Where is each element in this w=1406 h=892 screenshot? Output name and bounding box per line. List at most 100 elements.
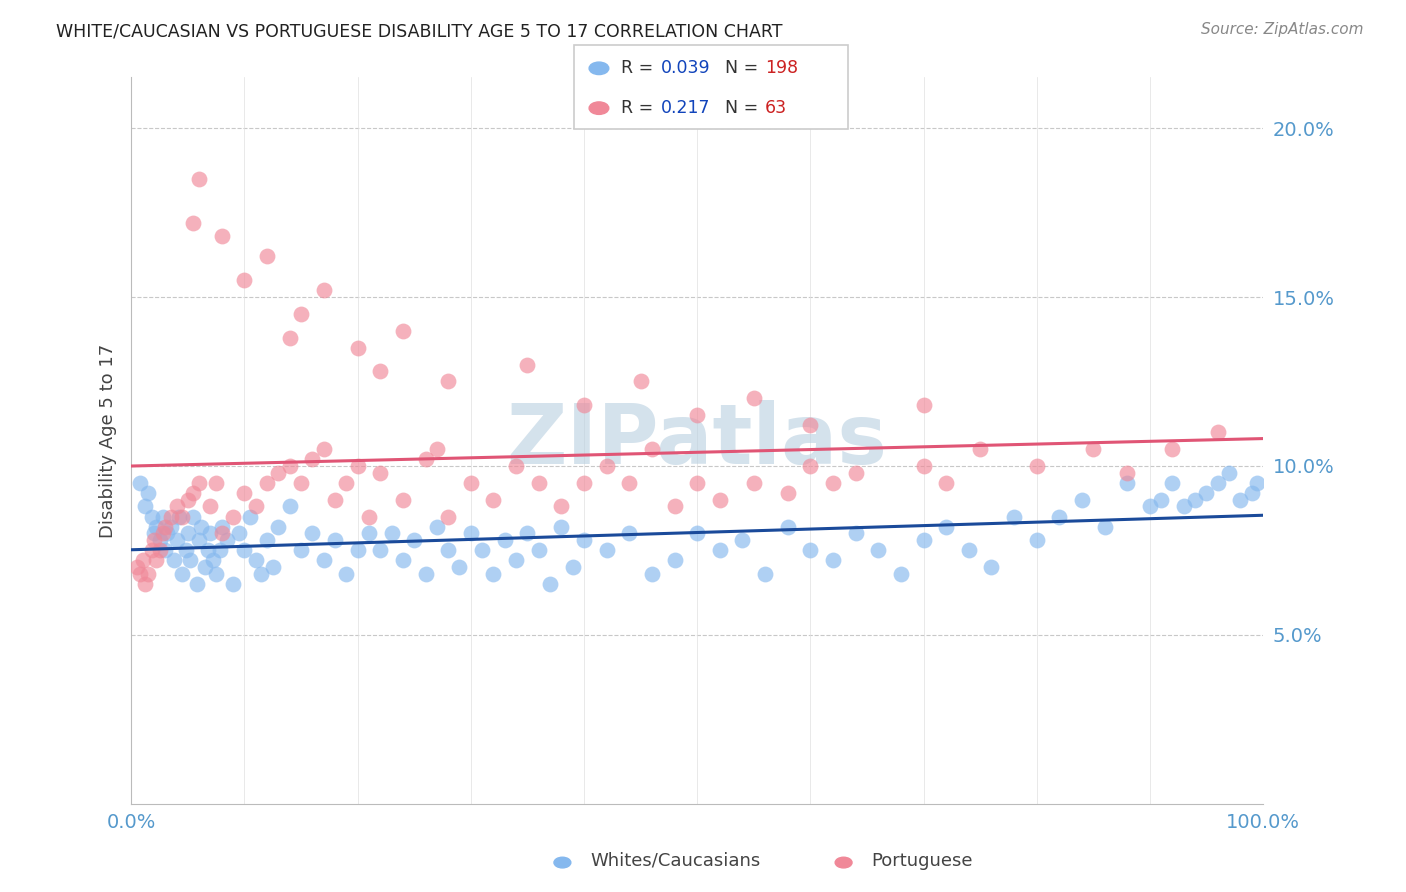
Point — [166, 533, 188, 548]
Text: Portuguese: Portuguese — [872, 852, 973, 870]
Point — [776, 486, 799, 500]
Point — [148, 543, 170, 558]
Point — [595, 543, 617, 558]
Point — [346, 341, 368, 355]
Point — [153, 519, 176, 533]
Point — [1195, 486, 1218, 500]
Point — [1150, 492, 1173, 507]
Point — [482, 492, 505, 507]
Point — [437, 509, 460, 524]
Point — [205, 566, 228, 581]
Point — [845, 466, 868, 480]
Text: 0.217: 0.217 — [661, 99, 710, 117]
Point — [357, 509, 380, 524]
Point — [1083, 442, 1105, 456]
Point — [641, 442, 664, 456]
Point — [935, 475, 957, 490]
Point — [1094, 519, 1116, 533]
Point — [233, 486, 256, 500]
Point — [250, 566, 273, 581]
Point — [641, 566, 664, 581]
Point — [183, 216, 205, 230]
Point — [1047, 509, 1070, 524]
Point — [163, 553, 186, 567]
Point — [538, 577, 561, 591]
Point — [323, 533, 346, 548]
Point — [183, 486, 205, 500]
Point — [709, 543, 731, 558]
Point — [368, 543, 391, 558]
Point — [969, 442, 991, 456]
Point — [380, 526, 402, 541]
Point — [686, 475, 709, 490]
Point — [482, 566, 505, 581]
Point — [262, 560, 284, 574]
Text: R =: R = — [621, 99, 659, 117]
Point — [912, 458, 935, 473]
Point — [392, 492, 415, 507]
Point — [239, 509, 262, 524]
Point — [935, 519, 957, 533]
Text: 63: 63 — [765, 99, 787, 117]
Point — [1240, 486, 1263, 500]
Point — [301, 452, 323, 467]
Point — [392, 553, 415, 567]
Point — [415, 452, 437, 467]
Point — [172, 509, 194, 524]
Point — [404, 533, 426, 548]
Point — [245, 500, 267, 514]
Point — [153, 543, 176, 558]
Point — [980, 560, 1002, 574]
Point — [1229, 492, 1251, 507]
Point — [1184, 492, 1206, 507]
Point — [201, 553, 224, 567]
Point — [233, 543, 256, 558]
Text: R =: R = — [621, 60, 659, 78]
Point — [142, 526, 165, 541]
Point — [1071, 492, 1094, 507]
Point — [1116, 475, 1139, 490]
Point — [141, 509, 163, 524]
Text: ZIPatlas: ZIPatlas — [506, 400, 887, 481]
Point — [595, 458, 617, 473]
Point — [709, 492, 731, 507]
Point — [141, 543, 163, 558]
Point — [267, 519, 290, 533]
Point — [1206, 475, 1229, 490]
Point — [1161, 442, 1184, 456]
Point — [821, 475, 844, 490]
Point — [619, 526, 641, 541]
Point — [290, 307, 312, 321]
Point — [190, 519, 212, 533]
Point — [134, 500, 156, 514]
Point — [572, 533, 595, 548]
Point — [1139, 500, 1161, 514]
Point — [160, 519, 183, 533]
Point — [312, 442, 335, 456]
Point — [437, 543, 460, 558]
Point — [142, 533, 165, 548]
Point — [129, 475, 152, 490]
Point — [152, 509, 174, 524]
Point — [516, 358, 538, 372]
Point — [290, 543, 312, 558]
Point — [267, 466, 290, 480]
Point — [912, 398, 935, 412]
Point — [186, 577, 208, 591]
Point — [256, 250, 278, 264]
Point — [686, 526, 709, 541]
Point — [200, 500, 222, 514]
Point — [312, 283, 335, 297]
Point — [426, 519, 449, 533]
Point — [335, 475, 357, 490]
Point — [222, 509, 245, 524]
Point — [131, 553, 153, 567]
Point — [125, 560, 148, 574]
Point — [152, 526, 174, 541]
Point — [211, 519, 233, 533]
Point — [323, 492, 346, 507]
Point — [1116, 466, 1139, 480]
Point — [256, 475, 278, 490]
Point — [731, 533, 754, 548]
Y-axis label: Disability Age 5 to 17: Disability Age 5 to 17 — [100, 343, 117, 538]
